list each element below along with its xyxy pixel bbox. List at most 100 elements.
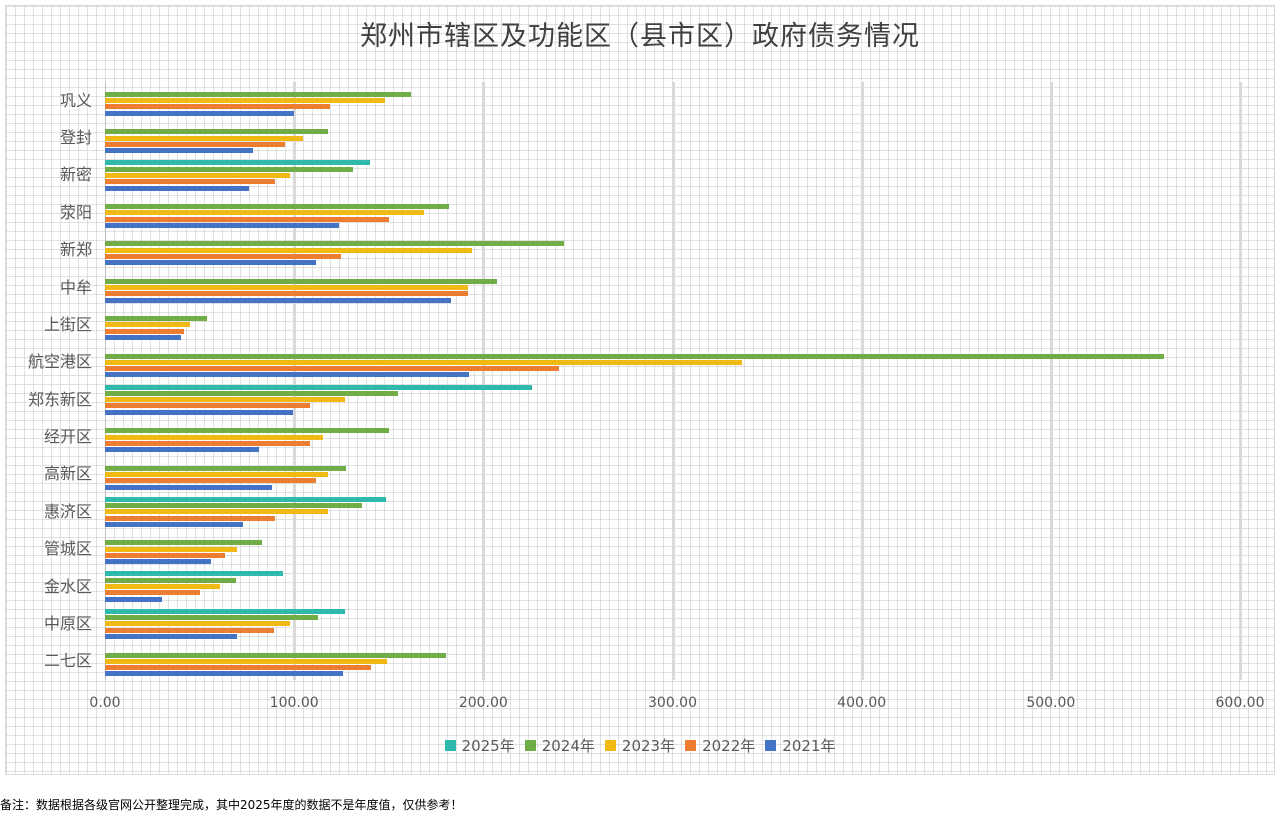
category-label: 金水区 bbox=[43, 576, 92, 596]
category-label: 新密 bbox=[59, 165, 92, 185]
footnote: 备注：数据根据各级官网公开整理完成，其中2025年度的数据不是年度值，仅供参考！ bbox=[0, 798, 463, 812]
legend-swatch-icon bbox=[444, 740, 456, 751]
x-tick-label: 600.00 bbox=[1215, 695, 1265, 711]
category-label: 二七区 bbox=[43, 651, 92, 671]
bar bbox=[105, 384, 532, 390]
bar bbox=[105, 204, 450, 209]
bar bbox=[105, 148, 253, 154]
x-tick-label: 0.00 bbox=[89, 695, 121, 711]
bar bbox=[105, 253, 341, 259]
bar bbox=[105, 665, 371, 671]
bar bbox=[105, 627, 274, 633]
category-label: 荥阳 bbox=[59, 202, 92, 222]
bar bbox=[105, 503, 362, 508]
bar bbox=[105, 409, 293, 415]
legend-label: 2025年 bbox=[461, 737, 515, 755]
bar bbox=[105, 141, 285, 147]
bar bbox=[105, 260, 316, 266]
legend-item: 2021年 bbox=[765, 735, 835, 756]
bar bbox=[105, 390, 399, 396]
legend: 2025年 2024年 2023年 2022年 2021年 bbox=[0, 735, 1280, 756]
category-label: 管城区 bbox=[43, 539, 92, 559]
bar bbox=[105, 110, 295, 116]
category-label: 郑东新区 bbox=[27, 389, 92, 409]
bar bbox=[105, 652, 446, 658]
category-label: 上街区 bbox=[43, 314, 92, 334]
category-label: 巩义 bbox=[59, 90, 92, 110]
bar bbox=[105, 671, 343, 677]
legend-swatch-icon bbox=[604, 740, 616, 751]
category-label: 登封 bbox=[59, 128, 92, 148]
bar bbox=[105, 241, 564, 247]
bar bbox=[105, 185, 249, 191]
bar bbox=[105, 366, 559, 372]
bar bbox=[105, 621, 291, 627]
bar bbox=[105, 546, 238, 552]
bar bbox=[105, 316, 208, 322]
legend-swatch-icon bbox=[524, 740, 536, 751]
bar bbox=[105, 104, 331, 110]
bar bbox=[105, 216, 389, 222]
legend-label: 2022年 bbox=[702, 737, 756, 755]
category-label: 新郑 bbox=[59, 240, 92, 260]
bar bbox=[105, 471, 329, 477]
category-label: 经开区 bbox=[43, 427, 92, 447]
bar bbox=[105, 247, 472, 253]
bar bbox=[105, 596, 162, 602]
bar bbox=[105, 465, 346, 471]
bar bbox=[105, 291, 469, 297]
bar bbox=[105, 571, 283, 577]
bar bbox=[105, 521, 244, 527]
legend-label: 2023年 bbox=[621, 737, 676, 755]
bar bbox=[105, 634, 238, 640]
bar bbox=[105, 322, 191, 328]
bar bbox=[105, 285, 469, 291]
y-axis-line bbox=[105, 82, 106, 680]
x-tick-label: 100.00 bbox=[269, 695, 319, 711]
bar bbox=[105, 353, 1165, 359]
bar bbox=[105, 91, 412, 97]
bar bbox=[105, 559, 211, 565]
bar bbox=[105, 428, 389, 434]
x-tick-label: 300.00 bbox=[648, 695, 697, 711]
bar bbox=[105, 179, 276, 185]
bar bbox=[105, 434, 323, 440]
plot-area bbox=[105, 82, 1242, 680]
bar bbox=[105, 297, 451, 303]
legend-swatch-icon bbox=[685, 740, 697, 751]
bar bbox=[105, 397, 346, 403]
bar bbox=[105, 577, 236, 583]
bar bbox=[105, 328, 185, 334]
bar bbox=[105, 210, 424, 216]
bar bbox=[105, 515, 276, 521]
gridline bbox=[860, 82, 864, 680]
bar bbox=[105, 590, 200, 596]
x-tick-label: 500.00 bbox=[1026, 695, 1076, 711]
bar bbox=[105, 447, 260, 453]
legend-item: 2022年 bbox=[685, 735, 755, 756]
gridline bbox=[671, 82, 675, 680]
x-tick-label: 200.00 bbox=[458, 695, 508, 711]
chart-title: 郑州市辖区及功能区（县市区）政府债务情况 bbox=[360, 21, 920, 52]
bar bbox=[105, 129, 329, 135]
bar bbox=[105, 166, 353, 172]
gridline bbox=[293, 82, 297, 680]
category-label: 航空港区 bbox=[27, 352, 92, 372]
bar bbox=[105, 160, 370, 166]
legend-label: 2024年 bbox=[541, 737, 595, 755]
bar bbox=[105, 359, 743, 365]
bar bbox=[105, 335, 181, 341]
bar bbox=[105, 509, 329, 515]
bar bbox=[105, 615, 318, 621]
bar bbox=[105, 484, 273, 490]
bar bbox=[105, 440, 311, 446]
gridline bbox=[482, 82, 486, 680]
bar bbox=[105, 222, 339, 228]
legend-swatch-icon bbox=[765, 740, 777, 751]
category-label: 中原区 bbox=[43, 613, 92, 633]
category-label: 惠济区 bbox=[43, 501, 92, 521]
gridline bbox=[1049, 82, 1053, 680]
bar bbox=[105, 135, 303, 141]
legend-label: 2021年 bbox=[782, 737, 836, 755]
x-tick-label: 400.00 bbox=[837, 695, 887, 711]
